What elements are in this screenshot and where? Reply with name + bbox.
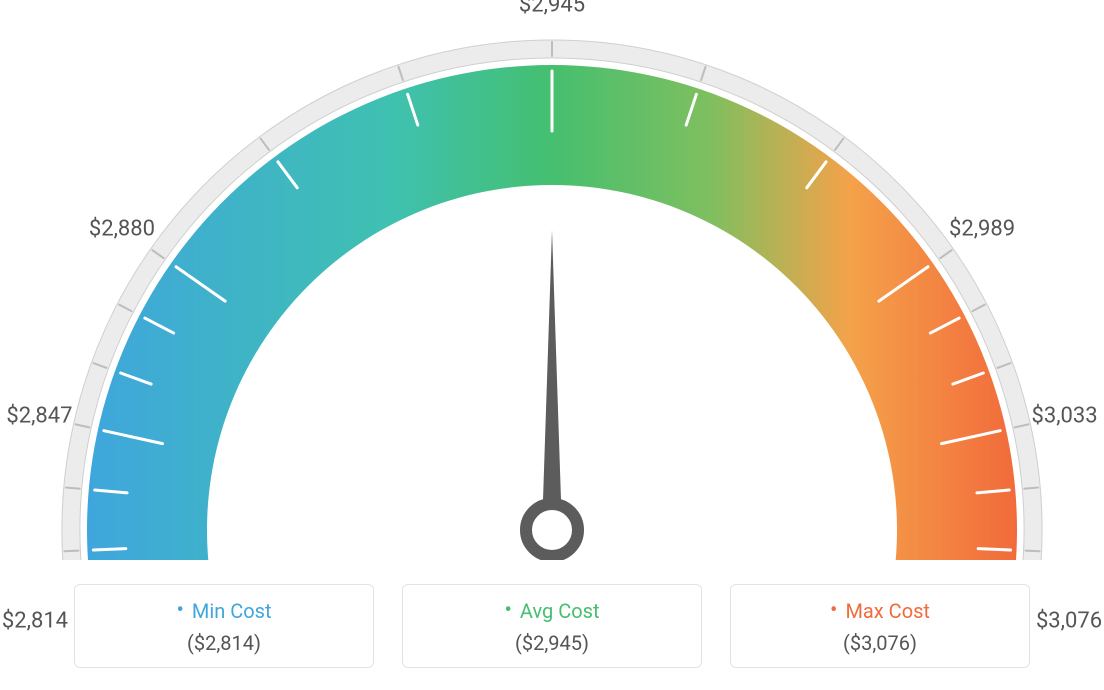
legend-title: •Avg Cost [504, 599, 599, 623]
legend-title-text: Min Cost [192, 599, 272, 623]
gauge-tick-label: $2,880 [89, 216, 155, 241]
legend-card: •Min Cost ($2,814) [74, 584, 374, 668]
gauge-tick-label: $2,945 [519, 0, 585, 18]
legend-card: •Max Cost ($3,076) [730, 584, 1030, 668]
gauge-needle-hub [526, 504, 578, 556]
gauge-tick-label: $3,033 [1031, 404, 1097, 429]
legend-card: •Avg Cost ($2,945) [402, 584, 702, 668]
legend-value: ($3,076) [741, 631, 1019, 655]
gauge-area: $2,814$2,847$2,880$2,945$2,989$3,033$3,0… [0, 0, 1104, 560]
gauge-needle [542, 230, 562, 530]
legend-title: •Max Cost [830, 599, 930, 623]
legend-value: ($2,814) [85, 631, 363, 655]
gauge-tick-label: $2,847 [6, 404, 72, 429]
legend-value: ($2,945) [413, 631, 691, 655]
gauge-chart-container: $2,814$2,847$2,880$2,945$2,989$3,033$3,0… [0, 0, 1104, 690]
legend-title-text: Avg Cost [520, 599, 600, 623]
gauge-svg [0, 0, 1104, 560]
gauge-tick-label: $2,989 [949, 216, 1015, 241]
legend-row: •Min Cost ($2,814) •Avg Cost ($2,945) •Max C… [0, 584, 1104, 668]
legend-title: •Min Cost [176, 599, 271, 623]
legend-title-text: Max Cost [845, 599, 930, 623]
